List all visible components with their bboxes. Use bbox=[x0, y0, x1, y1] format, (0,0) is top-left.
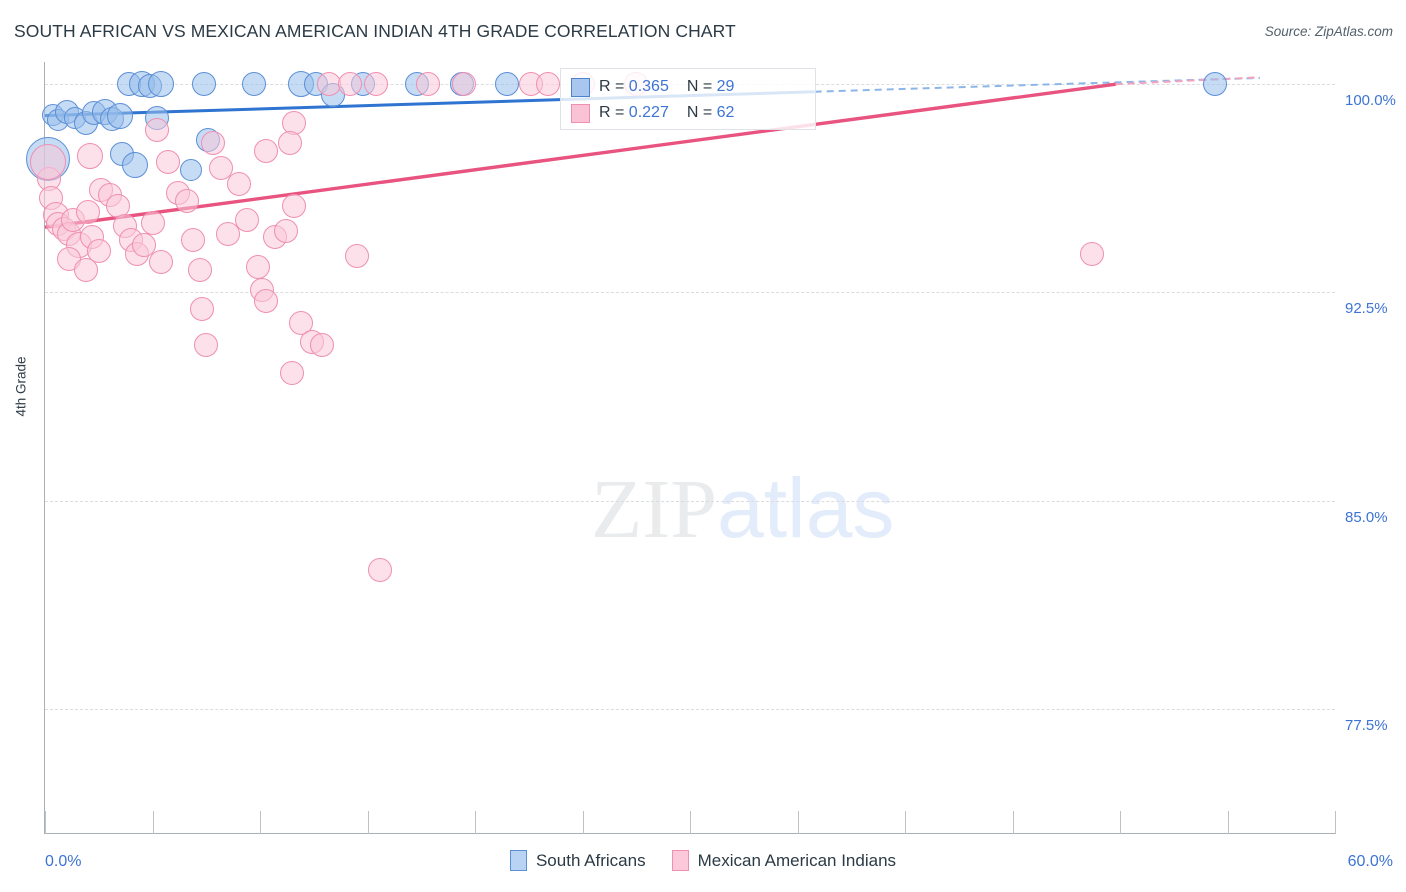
x-axis-tick bbox=[475, 811, 476, 834]
y-axis-tick-label: 85.0% bbox=[1345, 508, 1388, 526]
x-axis-tick bbox=[690, 811, 691, 834]
gridline bbox=[45, 500, 1335, 502]
x-axis-tick bbox=[797, 811, 799, 834]
n-value-blue: 29 bbox=[716, 78, 735, 95]
data-point[interactable] bbox=[73, 258, 98, 283]
data-point[interactable] bbox=[368, 558, 393, 583]
data-point[interactable] bbox=[77, 143, 104, 170]
source-attribution: Source: ZipAtlas.com bbox=[1264, 24, 1393, 39]
legend-item-mexican-american-indians[interactable]: Mexican American Indians bbox=[671, 850, 897, 871]
n-label-blue: N = bbox=[686, 78, 717, 95]
data-point[interactable] bbox=[495, 72, 520, 97]
data-point[interactable] bbox=[122, 151, 149, 178]
data-point[interactable] bbox=[107, 103, 134, 130]
x-axis-tick bbox=[905, 811, 906, 834]
data-point[interactable] bbox=[149, 249, 174, 274]
data-point[interactable] bbox=[241, 72, 266, 97]
data-point[interactable] bbox=[415, 72, 440, 97]
data-point[interactable] bbox=[1080, 241, 1105, 266]
data-point[interactable] bbox=[155, 149, 180, 174]
data-point[interactable] bbox=[189, 297, 214, 322]
data-point[interactable] bbox=[338, 72, 363, 97]
data-point[interactable] bbox=[192, 72, 217, 97]
x-axis-tick bbox=[45, 811, 46, 834]
data-point[interactable] bbox=[273, 219, 298, 244]
stat-row-mexican-american-indians: R = 0.227 N = 62 bbox=[571, 100, 805, 126]
gridline bbox=[45, 709, 1335, 711]
n-value-pink: 62 bbox=[716, 104, 735, 121]
legend-item-south-africans[interactable]: South Africans bbox=[509, 850, 646, 871]
legend-swatch-mexican-american-indians bbox=[671, 850, 689, 871]
x-axis-tick bbox=[1120, 811, 1121, 834]
data-point[interactable] bbox=[187, 258, 212, 283]
data-point[interactable] bbox=[254, 288, 279, 313]
data-point[interactable] bbox=[1202, 72, 1227, 97]
x-axis-tick bbox=[1335, 811, 1336, 834]
data-point[interactable] bbox=[144, 118, 169, 143]
data-point[interactable] bbox=[76, 199, 100, 224]
data-point[interactable] bbox=[316, 72, 341, 97]
trend-line-extension-pink bbox=[1115, 76, 1260, 86]
data-point[interactable] bbox=[194, 333, 219, 358]
x-axis-tick bbox=[367, 811, 369, 834]
data-point[interactable] bbox=[226, 172, 251, 197]
data-point[interactable] bbox=[310, 333, 335, 358]
data-point[interactable] bbox=[181, 227, 206, 252]
plot-area: ZIPatlas bbox=[26, 62, 1335, 834]
trend-line-pink bbox=[44, 82, 1116, 229]
data-point[interactable] bbox=[452, 72, 477, 97]
n-label-pink: N = bbox=[686, 104, 717, 121]
data-point[interactable] bbox=[278, 130, 303, 155]
data-point[interactable] bbox=[364, 72, 389, 97]
x-axis-max-label: 60.0% bbox=[1347, 853, 1393, 870]
legend-swatch-south-africans bbox=[509, 850, 527, 871]
x-axis-tick bbox=[152, 811, 154, 834]
data-point[interactable] bbox=[235, 208, 260, 233]
y-axis-title: 4th Grade bbox=[10, 0, 32, 772]
data-point[interactable] bbox=[282, 194, 307, 219]
stat-row-south-africans: R = 0.365 N = 29 bbox=[571, 74, 805, 100]
series-legend: South Africans Mexican American Indians bbox=[0, 850, 1406, 871]
page-title: SOUTH AFRICAN VS MEXICAN AMERICAN INDIAN… bbox=[14, 21, 736, 41]
r-value-pink: 0.227 bbox=[628, 104, 669, 121]
data-point[interactable] bbox=[148, 71, 175, 98]
y-axis-tick-label: 92.5% bbox=[1345, 300, 1388, 318]
data-point[interactable] bbox=[536, 72, 561, 97]
data-point[interactable] bbox=[174, 188, 199, 213]
y-axis-line bbox=[44, 62, 45, 834]
stat-text-blue: R = 0.365 N = 29 bbox=[599, 78, 734, 96]
r-label-blue: R = bbox=[599, 78, 629, 95]
legend-label-south-africans: South Africans bbox=[535, 850, 646, 870]
stat-swatch-blue bbox=[571, 77, 590, 97]
data-point[interactable] bbox=[140, 211, 165, 236]
data-point[interactable] bbox=[254, 138, 279, 163]
data-point[interactable] bbox=[180, 159, 203, 182]
gridline bbox=[45, 292, 1335, 294]
data-point[interactable] bbox=[200, 130, 225, 155]
y-axis-title-label: 4th Grade bbox=[13, 355, 29, 417]
x-axis-tick bbox=[582, 811, 584, 834]
data-point[interactable] bbox=[30, 143, 67, 180]
data-point[interactable] bbox=[344, 244, 369, 269]
legend-label-mexican-american-indians: Mexican American Indians bbox=[697, 850, 897, 870]
stat-swatch-pink bbox=[571, 103, 590, 123]
stat-text-pink: R = 0.227 N = 62 bbox=[599, 104, 734, 122]
y-axis-tick-label: 77.5% bbox=[1345, 717, 1388, 735]
correlation-stats-box: R = 0.365 N = 29 R = 0.227 N = 62 bbox=[560, 68, 816, 130]
r-label-pink: R = bbox=[599, 104, 629, 121]
x-axis-tick bbox=[1012, 811, 1014, 834]
y-axis-tick-label: 100.0% bbox=[1345, 92, 1396, 110]
x-axis-min-label: 0.0% bbox=[45, 853, 82, 870]
data-point[interactable] bbox=[280, 361, 305, 386]
x-axis-tick bbox=[260, 811, 261, 834]
trend-line-extension-blue bbox=[814, 76, 1260, 93]
x-axis-tick bbox=[1227, 811, 1229, 834]
r-value-blue: 0.365 bbox=[628, 78, 669, 95]
